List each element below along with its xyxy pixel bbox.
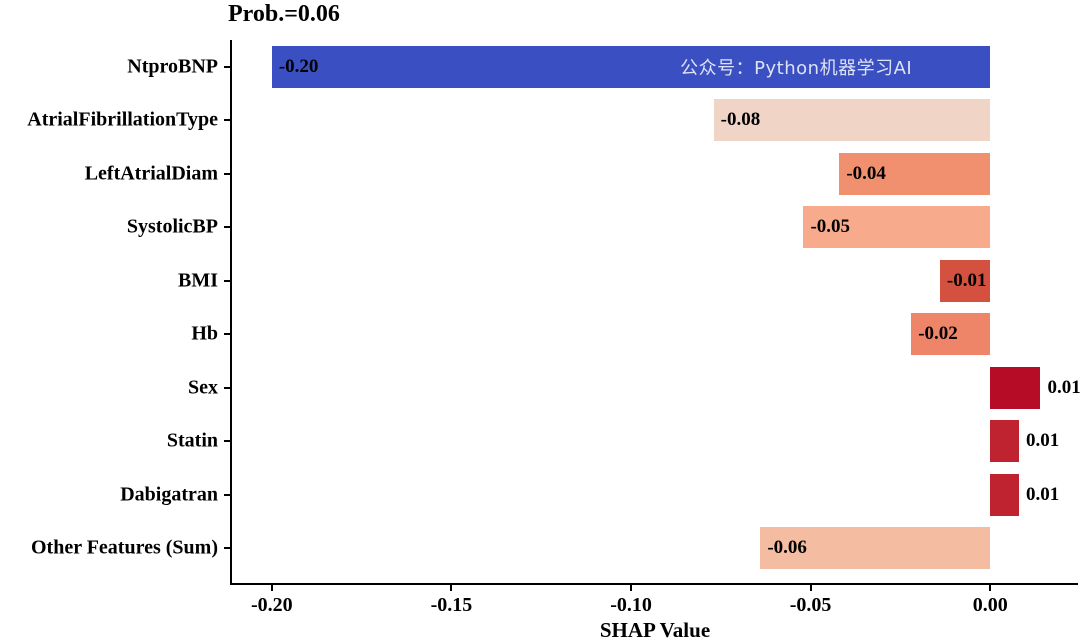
shap-bar: -0.04: [839, 152, 991, 195]
x-tick-label: -0.10: [610, 594, 652, 616]
bar-value-label: -0.04: [846, 162, 886, 184]
bar-row: -0.04: [232, 147, 1078, 201]
x-tick: [450, 583, 453, 591]
y-tick: [224, 493, 232, 496]
x-tick-label: -0.15: [430, 594, 473, 616]
y-axis-label: Statin: [166, 429, 218, 452]
x-tick: [809, 583, 812, 591]
bar-row: -0.20 公众号：Python机器学习AI: [232, 40, 1078, 94]
bar-row: 0.01: [232, 361, 1080, 415]
bar-row: -0.05: [232, 201, 1078, 255]
shap-bar: -0.01: [939, 259, 991, 302]
bar-row: -0.01: [232, 254, 1078, 308]
y-tick: [224, 226, 232, 229]
y-axis-label: Sex: [188, 376, 218, 399]
shap-bar: [990, 420, 1019, 463]
plot-area: -0.20 公众号：Python机器学习AI -0.08 -0.04 -0.05 -0.0…: [27, 40, 1080, 642]
y-axis-label: Dabigatran: [120, 483, 218, 506]
shap-bar: -0.06: [760, 527, 991, 570]
shap-bar: -0.08: [713, 99, 991, 142]
y-tick: [224, 119, 232, 122]
y-tick: [224, 333, 232, 336]
y-axis-label: Hb: [191, 322, 218, 345]
x-tick-label: -0.20: [251, 594, 293, 616]
bar-row: -0.08: [232, 94, 1078, 148]
y-tick: [224, 279, 232, 282]
shap-bar: -0.02: [911, 313, 991, 356]
bar-value-label: 0.01: [1025, 430, 1060, 452]
x-tick: [630, 583, 633, 591]
y-tick: [224, 386, 232, 389]
y-axis-label: Other Features (Sum): [30, 536, 218, 559]
y-axis-label: NtproBNP: [127, 55, 218, 78]
y-tick: [224, 65, 232, 68]
x-tick-label: 0.00: [972, 594, 1008, 616]
shap-bar: [990, 473, 1019, 516]
x-tick: [989, 583, 992, 591]
watermark-text: 公众号：Python机器学习AI: [680, 57, 913, 79]
bar-value-label: -0.08: [720, 109, 761, 131]
y-axis-label: AtrialFibrillationType: [27, 108, 218, 131]
chart-title: Prob.=0.06: [228, 1, 340, 27]
x-tick: [270, 583, 273, 591]
y-tick: [224, 172, 232, 175]
x-tick-label: -0.05: [789, 594, 832, 616]
bar-value-label: -0.06: [767, 537, 807, 559]
y-tick: [224, 547, 232, 550]
y-axis-label: BMI: [178, 269, 218, 292]
bar-value-label: 0.01: [1025, 483, 1060, 505]
y-tick: [224, 440, 232, 443]
shap-bar: -0.20 公众号：Python机器学习AI: [271, 45, 991, 88]
bar-value-label: -0.05: [810, 216, 851, 238]
bar-value-label: -0.02: [918, 323, 958, 345]
shap-bar: [990, 366, 1041, 409]
shap-bar: -0.05: [803, 206, 991, 249]
bar-value-label: 0.01: [1047, 376, 1080, 398]
bar-value-label: -0.20: [278, 55, 319, 77]
bar-row: 0.01: [232, 415, 1078, 469]
y-axis-label: SystolicBP: [126, 215, 218, 238]
bar-value-label: -0.01: [946, 269, 987, 291]
x-axis-title: SHAP Value: [599, 618, 711, 642]
y-axis-label: LeftAtrialDiam: [84, 162, 218, 185]
bar-row: -0.06: [232, 522, 1078, 576]
bar-row: -0.02: [232, 308, 1078, 362]
bars-container: -0.20 公众号：Python机器学习AI -0.08 -0.04 -0.05 -0.0…: [232, 40, 1080, 576]
bar-row: 0.01: [232, 468, 1078, 522]
